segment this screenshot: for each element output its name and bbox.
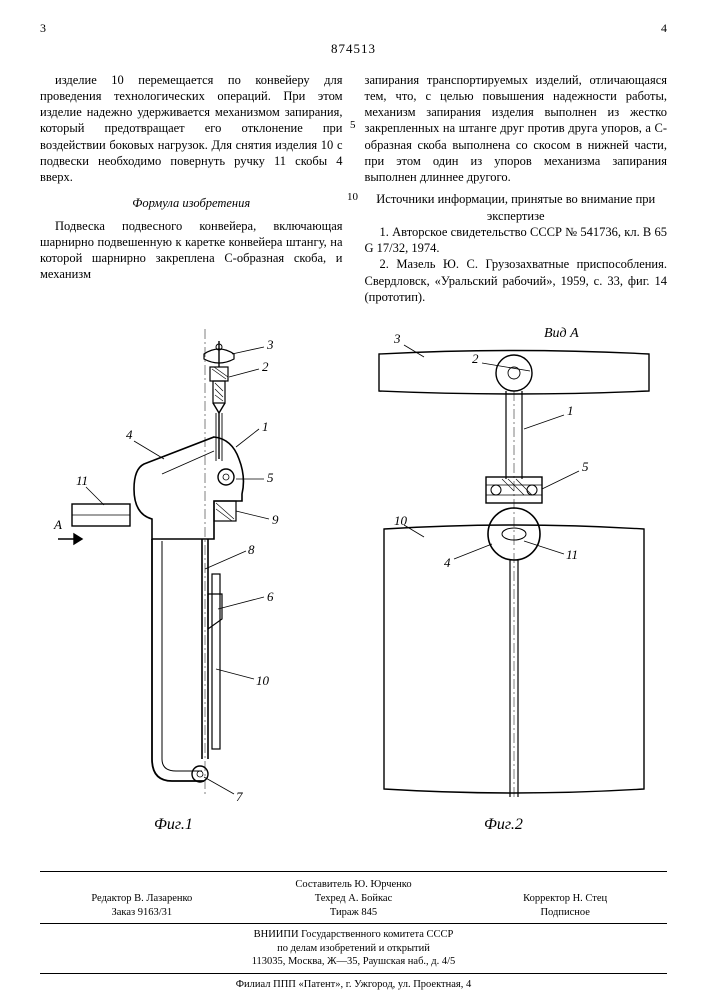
column-right: запирания транспортируемых изделий, отли… [365, 72, 668, 306]
figures-area: А [40, 319, 667, 859]
fig2: Вид А [379, 326, 649, 833]
footer-corrector: Корректор Н. Стец [463, 892, 667, 906]
page-num-left: 3 [40, 20, 46, 36]
footer-addr2: Филиал ППП «Патент», г. Ужгород, ул. Про… [40, 978, 667, 992]
fig2-caption: Фиг.2 [484, 816, 523, 833]
footer-order: Заказ 9163/31 [40, 906, 244, 920]
fig1-lbl-10: 10 [256, 673, 270, 688]
fig1-caption: Фиг.1 [154, 816, 193, 833]
fig2-lbl-3: 3 [393, 331, 401, 346]
fig1-lbl-11: 11 [76, 473, 88, 488]
footer-editor: Редактор В. Лазаренко [40, 892, 244, 906]
fig1-lbl-3: 3 [266, 337, 274, 352]
fig1-lbl-4: 4 [126, 427, 133, 442]
footer-compiler: Составитель Ю. Юрченко [40, 878, 667, 892]
left-para-2: Подвеска подвесного конвейера, включающа… [40, 218, 343, 283]
sources-title: Источники информации, принятые во вниман… [365, 191, 668, 224]
margin-10: 10 [347, 190, 358, 205]
column-left: изделие 10 перемещается по конвейеру для… [40, 72, 343, 306]
footer-tech: Техред А. Бойкас [252, 892, 456, 906]
fig2-lbl-5: 5 [582, 459, 589, 474]
fig1-lbl-7: 7 [236, 789, 243, 804]
footer-org1: ВНИИПИ Государственного комитета СССР [40, 928, 667, 942]
footer-podpis: Подписное [463, 906, 667, 920]
fig1-lbl-2: 2 [262, 359, 269, 374]
footer: Составитель Ю. Юрченко Редактор В. Лазар… [40, 878, 667, 991]
fig1-lbl-9: 9 [272, 512, 279, 527]
footer-org2: по делам изобретений и открытий [40, 942, 667, 956]
doc-number: 874513 [40, 40, 667, 58]
margin-5: 5 [350, 118, 356, 133]
fig2-lbl-1: 1 [567, 403, 574, 418]
source-2: 2. Мазель Ю. С. Грузозахватные приспособ… [365, 256, 668, 305]
page-num-right: 4 [661, 20, 667, 36]
fig1-lbl-6: 6 [267, 589, 274, 604]
fig1: А [53, 329, 279, 833]
right-para-1: запирания транспортируемых изделий, отли… [365, 72, 668, 186]
footer-addr1: 113035, Москва, Ж—35, Раушская наб., д. … [40, 955, 667, 969]
fig2-lbl-11: 11 [566, 547, 578, 562]
formula-title: Формула изобретения [40, 195, 343, 211]
source-1: 1. Авторское свидетельство СССР № 541736… [365, 224, 668, 257]
fig1-lbl-8: 8 [248, 542, 255, 557]
left-para-1: изделие 10 перемещается по конвейеру для… [40, 72, 343, 186]
label-A: А [53, 517, 62, 532]
figures-svg: А [44, 319, 664, 859]
fig2-lbl-2: 2 [472, 351, 479, 366]
fig1-lbl-5: 5 [267, 470, 274, 485]
fig2-lbl-10: 10 [394, 513, 408, 528]
footer-tirazh: Тираж 845 [252, 906, 456, 920]
fig2-lbl-4: 4 [444, 555, 451, 570]
vid-a-label: Вид А [544, 326, 579, 341]
fig1-lbl-1: 1 [262, 419, 269, 434]
